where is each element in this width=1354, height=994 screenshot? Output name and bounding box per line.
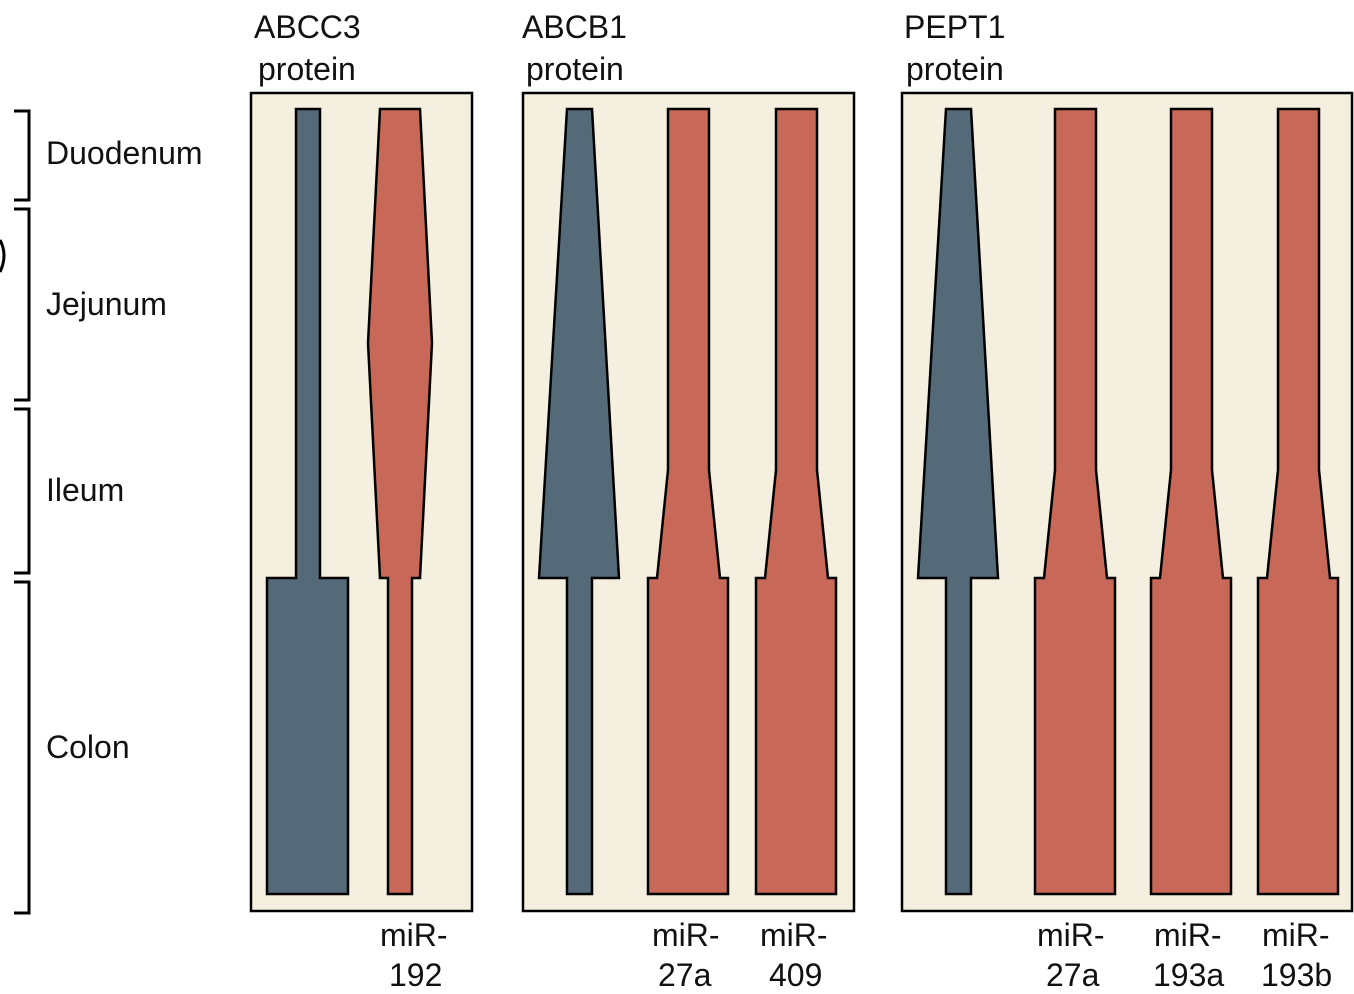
mir-193a-shape	[1149, 107, 1233, 896]
pept1-protein-shape	[916, 107, 1000, 896]
mir-27a-label-line1-abcb1: miR-	[652, 917, 720, 953]
region-brackets	[0, 109, 31, 915]
mir-27a-shape-abcb1	[646, 107, 730, 896]
panel-pept1-title-line1: PEPT1	[904, 9, 1005, 45]
abcb1-protein-shape	[537, 107, 621, 896]
mir-193b-shape	[1256, 107, 1340, 896]
bracket-colon	[14, 580, 31, 915]
panel-abcb1: ABCB1 protein miR- 27a miR- 409	[521, 9, 856, 993]
mir-193a-label-line1: miR-	[1154, 917, 1222, 953]
mir-27a-label-line2-pept1: 27a	[1046, 957, 1100, 993]
panel-abcc3-title-line1: ABCC3	[254, 9, 361, 45]
region-label-ileum: Ileum	[46, 472, 124, 508]
mir-192-shape	[366, 107, 434, 896]
mir-192-label-line2: 192	[389, 957, 442, 993]
panel-abcb1-title-line1: ABCB1	[522, 9, 627, 45]
mir-193b-label-line2: 193b	[1261, 957, 1332, 993]
region-label-colon: Colon	[46, 729, 130, 765]
region-label-duodenum: Duodenum	[46, 135, 203, 171]
mir-27a-label-line2-abcb1: 27a	[658, 957, 712, 993]
cropped-arc-mark	[0, 239, 6, 273]
mir-193a-label-line2: 193a	[1153, 957, 1224, 993]
panel-abcb1-title-line2: protein	[526, 51, 624, 87]
mir-27a-shape-pept1	[1033, 107, 1117, 896]
panel-abcc3-title-line2: protein	[258, 51, 356, 87]
panel-pept1-title-line2: protein	[906, 51, 1004, 87]
abcc3-protein-shape	[265, 107, 350, 896]
bracket-jejunum	[14, 207, 31, 402]
bracket-duodenum	[14, 109, 31, 202]
bracket-ileum	[14, 407, 31, 575]
panel-abcc3: ABCC3 protein miR- 192	[249, 9, 474, 993]
mir-27a-label-line1-pept1: miR-	[1037, 917, 1105, 953]
mir-409-label-line2: 409	[769, 957, 822, 993]
mir-192-label-line1: miR-	[380, 917, 448, 953]
panel-pept1: PEPT1 protein miR- 27a miR- 193a miR- 19…	[900, 9, 1354, 993]
region-label-jejunum: Jejunum	[46, 286, 167, 322]
region-labels: Duodenum Jejunum Ileum Colon	[46, 135, 203, 765]
mir-409-label-line1: miR-	[760, 917, 828, 953]
mir-193b-label-line1: miR-	[1262, 917, 1330, 953]
mir-409-shape	[754, 107, 838, 896]
